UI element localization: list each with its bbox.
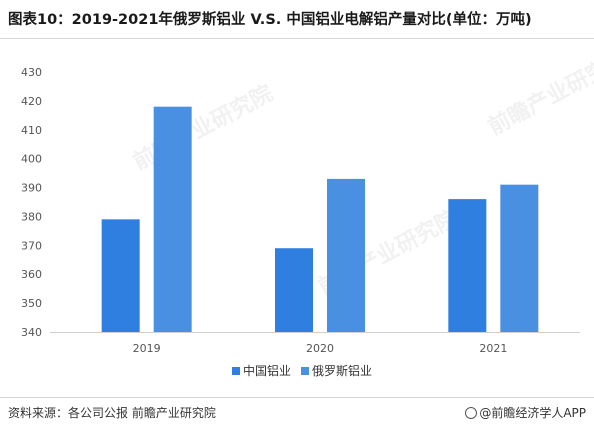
brand-logo-icon (465, 407, 478, 419)
x-tick-label: 2020 (306, 342, 334, 355)
bar-2019-rusal (153, 106, 192, 333)
legend-label: 俄罗斯铝业 (312, 363, 372, 378)
legend: 中国铝业 俄罗斯铝业 (232, 363, 372, 378)
brand-label: @前瞻经济学人APP (479, 406, 586, 420)
x-tick-label: 2021 (479, 342, 507, 355)
y-tick-label: 340 (21, 326, 42, 339)
y-tick-label: 360 (21, 268, 42, 281)
chart-title: 图表10：2019-2021年俄罗斯铝业 V.S. 中国铝业电解铝产量对比(单位… (8, 12, 532, 28)
y-tick-label: 350 (21, 297, 42, 310)
x-axis: 2019 2020 2021 (133, 342, 508, 355)
bar-2020-rusal (327, 178, 365, 332)
brand-credit: @前瞻经济学人APP (465, 404, 586, 421)
legend-swatch (301, 367, 309, 375)
y-tick-label: 370 (21, 239, 42, 252)
bar-2019-chinalco (101, 219, 140, 332)
bar-2021-chinalco (448, 199, 487, 332)
bars (101, 106, 539, 333)
source-note: 资料来源：各公司公报 前瞻产业研究院 (8, 406, 216, 420)
legend-swatch (232, 367, 240, 375)
y-tick-label: 400 (21, 153, 42, 166)
y-tick-label: 420 (21, 95, 42, 108)
footer-divider (0, 397, 594, 398)
y-tick-label: 430 (21, 66, 42, 79)
legend-label: 中国铝业 (243, 363, 291, 378)
y-tick-label: 380 (21, 210, 42, 223)
bar-2021-rusal (500, 184, 539, 332)
y-axis: 340 350 360 370 380 390 400 410 420 430 (21, 66, 42, 339)
title-divider (0, 38, 594, 39)
bar-2020-chinalco (275, 248, 313, 332)
x-tick-label: 2019 (133, 342, 161, 355)
y-tick-label: 390 (21, 182, 42, 195)
y-tick-label: 410 (21, 124, 42, 137)
